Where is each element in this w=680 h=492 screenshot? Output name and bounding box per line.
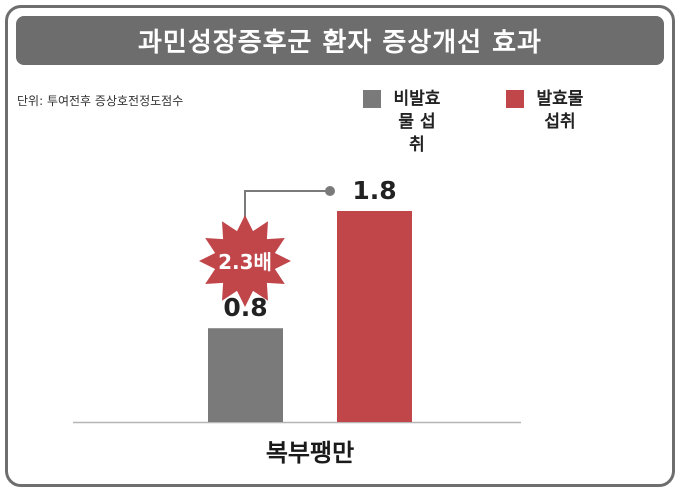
connector-dot-high [325,186,335,196]
data-label-fermented: 1.8 [352,176,396,205]
bar-non-fermented [208,328,283,422]
chart-frame: 과민성장증후군 환자 증상개선 효과 단위: 투여전후 증상호전정도점수 비발효… [5,5,675,487]
unit-note: 단위: 투여전후 증상호전정도점수 [17,94,184,108]
legend-swatch-non-fermented [363,90,381,108]
bar-fermented [337,211,412,422]
legend-label-fermented: 발효물 섭취 [536,89,584,132]
starburst-badge [199,215,291,307]
badge-label: 2.3배 [218,250,272,274]
legend-item-fermented: 발효물 섭취 [506,88,586,134]
legend-label-non-fermented: 비발효물 섭취 [393,89,441,155]
legend-swatch-fermented [506,90,524,108]
chart-title: 과민성장증후군 환자 증상개선 효과 [16,16,664,65]
category-label: 복부팽만 [266,439,354,467]
legend-item-non-fermented: 비발효물 섭취 [363,88,443,157]
